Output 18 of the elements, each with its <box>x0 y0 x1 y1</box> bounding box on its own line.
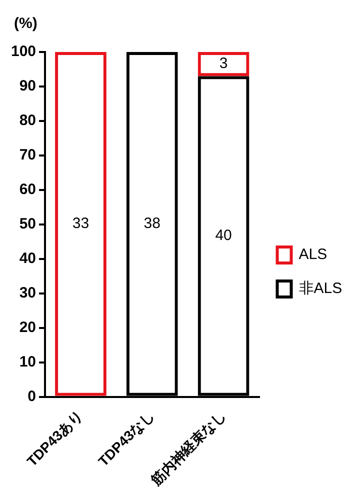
legend-label: ALS <box>298 246 328 264</box>
y-tick-label: 80 <box>19 112 36 130</box>
y-tick-label: 90 <box>19 78 36 95</box>
annotation: 38 <box>144 215 160 232</box>
y-tick-label: 100 <box>10 43 36 60</box>
y-tick-label: 0 <box>28 388 36 405</box>
annotation: 3 <box>219 55 228 72</box>
annotation: 33 <box>72 215 90 232</box>
annotation: 40 <box>215 227 232 244</box>
y-tick-label: 60 <box>19 181 36 198</box>
y-tick-label: 50 <box>19 216 36 233</box>
y-tick-label: 10 <box>19 353 36 370</box>
legend-label: 非ALS <box>298 280 342 298</box>
y-tick-label: 70 <box>19 146 36 164</box>
y-tick-label: 20 <box>19 319 36 336</box>
y-tick-label: 40 <box>19 250 36 268</box>
y-tick-label: 30 <box>19 284 36 302</box>
y-axis-title: (%) <box>14 15 38 32</box>
